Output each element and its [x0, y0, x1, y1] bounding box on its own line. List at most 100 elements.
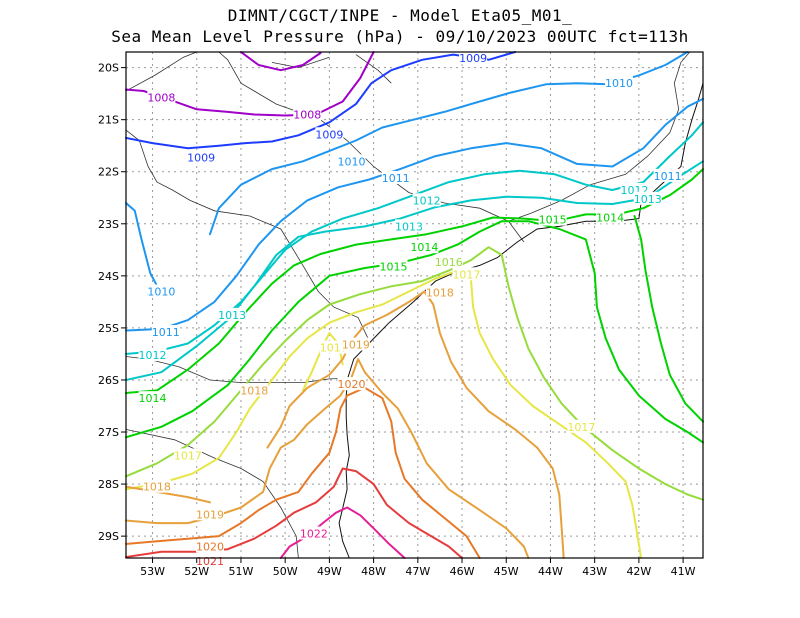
isobar-1017	[125, 269, 643, 559]
isobar-1014	[633, 215, 704, 423]
isobar-label-bg	[196, 539, 225, 553]
isobar-label-bg	[604, 76, 633, 90]
isobar-label: 1017	[174, 449, 202, 462]
isobar-label-bg	[218, 307, 247, 321]
isobar-label: 1017	[567, 421, 595, 434]
isobar-label-bg	[151, 325, 180, 339]
lon-tick-label: 51W	[229, 565, 254, 578]
isobar-label-bg	[394, 219, 423, 233]
isobar-label-bg	[341, 337, 370, 351]
isobar-label-bg	[147, 90, 176, 104]
isobar-label-bg	[381, 170, 410, 184]
isobar-label: 1020	[337, 378, 365, 391]
lon-tick-label: 52W	[184, 565, 209, 578]
map-title-line-2: Sea Mean Level Pressure (hPa) - 09/10/20…	[111, 27, 689, 46]
lat-tick-label: 24S	[98, 270, 119, 283]
lat-tick-label: 21S	[98, 114, 119, 127]
state-border	[507, 51, 691, 243]
lat-tick-label: 29S	[98, 530, 119, 543]
isobar-1018	[125, 485, 211, 504]
isobar-labels: 1008 1008 1009 1009 1009 1010 1010 1010 1011 1011…	[138, 51, 682, 568]
isobar-label: 1013	[634, 193, 662, 206]
isobar-label: 1017	[452, 268, 480, 281]
isobar-1015	[125, 220, 704, 444]
isobar-1008	[125, 51, 375, 117]
state-border	[125, 429, 299, 559]
isobar-label-bg	[538, 212, 567, 226]
isobar-label: 1011	[152, 326, 180, 339]
isobar-label-bg	[138, 391, 167, 405]
coastline-path	[338, 83, 704, 559]
lon-tick-label: 44W	[538, 565, 563, 578]
isobar-label: 1015	[539, 214, 567, 227]
isobar-label-bg	[293, 107, 322, 121]
isobar-label-bg	[410, 240, 439, 254]
isobar-label: 1015	[379, 260, 407, 273]
isobar-label: 1011	[382, 172, 410, 185]
isobar-label: 1018	[240, 384, 268, 397]
isobar-label: 1012	[139, 349, 167, 362]
lat-tick-label: 26S	[98, 374, 119, 387]
isobar-label: 1013	[395, 220, 423, 233]
isobar-label: 1010	[337, 155, 365, 168]
coastline	[338, 83, 704, 559]
isobar-1018	[266, 290, 565, 559]
isobar-label-bg	[142, 479, 171, 493]
lat-tick-label: 28S	[98, 478, 119, 491]
lat-tick-label: 27S	[98, 426, 119, 439]
map-title-line-1: DIMNT/CGCT/INPE - Model Eta05_M01_	[227, 6, 573, 25]
isobar-label-bg	[147, 284, 176, 298]
isobar-label: 1014	[596, 212, 624, 225]
isobar-1011	[125, 97, 704, 332]
isobar-label-bg	[459, 51, 488, 65]
isobar-label: 1014	[139, 392, 167, 405]
isobar-1022	[279, 506, 406, 559]
map-gridlines	[126, 52, 703, 558]
isobar-label-bg	[196, 507, 225, 521]
isobar-label: 1010	[605, 77, 633, 90]
lon-tick-label: 46W	[450, 565, 475, 578]
isobar-lines	[125, 51, 704, 559]
isobar-1020	[125, 386, 481, 559]
isobar-label: 1018	[426, 287, 454, 300]
lon-tick-label: 47W	[405, 565, 430, 578]
lon-tick-label: 42W	[626, 565, 651, 578]
isobar-label-bg	[319, 340, 348, 354]
isobar-label-bg	[187, 150, 216, 164]
isobar-label-bg	[196, 554, 225, 568]
lat-tick-label: 25S	[98, 322, 119, 335]
isobar-label: 1009	[187, 152, 215, 165]
lon-tick-label: 50W	[273, 565, 298, 578]
lon-tick-label: 43W	[582, 565, 607, 578]
isobar-label-bg	[240, 383, 269, 397]
isobar-label: 1008	[293, 108, 321, 121]
isobar-label: 1019	[342, 339, 370, 352]
isobar-label: 1013	[218, 309, 246, 322]
isobar-label-bg	[633, 191, 662, 205]
isobar-label-bg	[434, 254, 463, 268]
isobar-label-bg	[653, 168, 682, 182]
lat-tick-label: 20S	[98, 62, 119, 75]
isobar-label-bg	[567, 419, 596, 433]
isobar-label: 1016	[435, 256, 463, 269]
isobar-label-bg	[425, 285, 454, 299]
isobar-label: 1009	[459, 52, 487, 65]
lon-tick-label: 45W	[494, 565, 519, 578]
isobar-label-bg	[315, 127, 344, 141]
isobar-label: 1012	[413, 194, 441, 207]
isobar-label-bg	[138, 347, 167, 361]
isobar-label: 1014	[410, 241, 438, 254]
lon-tick-label: 53W	[140, 565, 165, 578]
isobar-label: 1017	[320, 342, 348, 355]
isobar-label: 1019	[196, 508, 224, 521]
isobar-label-bg	[596, 210, 625, 224]
lon-tick-label: 49W	[317, 565, 342, 578]
isobar-label-bg	[412, 193, 441, 207]
isobar-label-bg	[173, 448, 202, 462]
state-border	[355, 54, 392, 84]
isobar-label: 1008	[147, 91, 175, 104]
isobar-label: 1020	[196, 541, 224, 554]
isobar-label-bg	[379, 259, 408, 273]
state-border	[125, 51, 197, 92]
